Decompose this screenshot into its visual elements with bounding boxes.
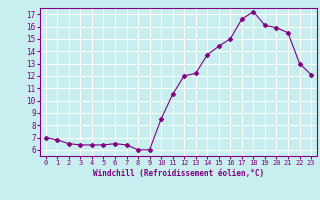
X-axis label: Windchill (Refroidissement éolien,°C): Windchill (Refroidissement éolien,°C) — [93, 169, 264, 178]
